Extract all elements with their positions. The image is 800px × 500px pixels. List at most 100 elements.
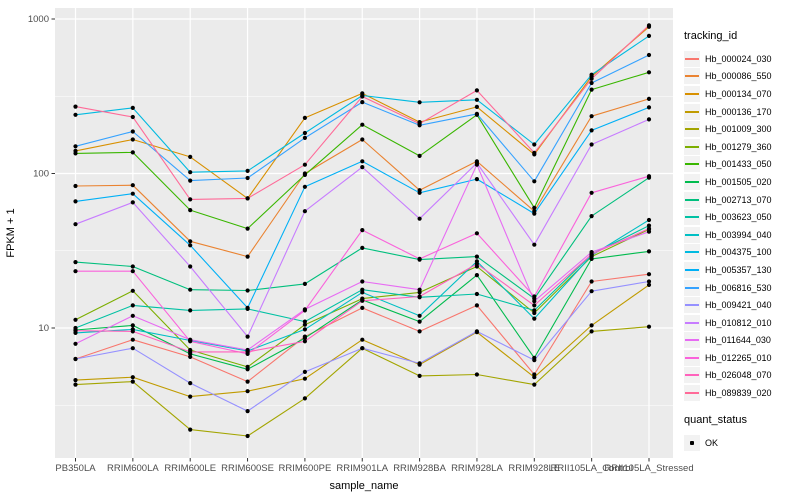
legend-key [684, 50, 700, 67]
data-point [360, 337, 365, 342]
legend-key [684, 138, 700, 155]
legend-item: Hb_001279_360 [684, 138, 798, 156]
legend-item: Hb_089839_020 [684, 384, 798, 402]
data-point [73, 199, 78, 204]
x-tick-label: RRIM928LA [451, 463, 503, 474]
data-point [646, 52, 652, 58]
data-point [474, 88, 479, 93]
legend-key [684, 297, 700, 314]
data-point [646, 174, 652, 179]
data-point [302, 369, 307, 374]
legend-label: Hb_010812_010 [705, 317, 772, 328]
data-point [417, 287, 422, 292]
data-point [245, 409, 250, 414]
data-point [188, 170, 193, 175]
data-point [130, 288, 135, 293]
quant-status-item: OK [684, 434, 798, 452]
data-point [532, 308, 537, 313]
data-point [73, 378, 78, 383]
data-point [646, 117, 652, 122]
data-point [474, 303, 479, 308]
line-swatch-icon [685, 374, 699, 377]
legend-label: Hb_003623_050 [705, 212, 772, 223]
data-point [302, 135, 307, 140]
data-point [474, 291, 479, 297]
legend-title: tracking_id [684, 30, 738, 42]
legend-items: Hb_000024_030 Hb_000086_550 Hb_000134_070 H… [684, 50, 798, 402]
data-point [130, 150, 135, 155]
data-point [188, 354, 193, 359]
legend-item: Hb_010812_010 [684, 314, 798, 332]
data-point [188, 381, 193, 386]
data-point [532, 211, 537, 216]
legend-label: Hb_001433_050 [705, 159, 772, 170]
data-point [130, 114, 135, 120]
data-point [532, 375, 537, 380]
data-point [360, 346, 365, 351]
data-point [73, 317, 78, 322]
data-point [245, 226, 250, 231]
data-point [188, 208, 193, 213]
legend-item: Hb_026048_070 [684, 367, 798, 385]
data-point [130, 337, 135, 342]
legend-key [684, 226, 700, 243]
data-point [417, 216, 422, 221]
data-point [474, 329, 479, 334]
legend-item: Hb_000086_550 [684, 68, 798, 86]
legend: tracking_id Hb_000024_030 Hb_000086_550 Hb… [684, 30, 798, 451]
x-tick-label: RRII105LA_Control [550, 463, 632, 474]
line-swatch-icon [685, 198, 699, 201]
legend-label: Hb_011644_030 [705, 335, 771, 346]
legend-label: Hb_026048_070 [705, 370, 772, 381]
data-point [589, 128, 594, 133]
data-point [302, 336, 307, 341]
data-point [73, 151, 78, 156]
data-point [73, 260, 78, 265]
legend-label: Hb_089839_020 [705, 388, 772, 399]
data-point [589, 72, 594, 77]
data-point [302, 376, 307, 381]
quant-status-key [684, 434, 700, 451]
data-point [302, 319, 307, 324]
data-point [130, 200, 135, 205]
data-point [360, 290, 365, 295]
data-point [73, 269, 78, 274]
data-point [188, 349, 193, 354]
data-point [73, 183, 78, 189]
legend-label: Hb_000024_030 [705, 53, 772, 64]
data-point [302, 339, 307, 344]
legend-key [684, 68, 700, 85]
legend-item: Hb_000136_170 [684, 103, 798, 121]
data-point [302, 162, 307, 167]
data-point [417, 153, 422, 158]
data-point [646, 229, 652, 234]
legend-label: Hb_004375_100 [705, 247, 772, 258]
data-point [360, 245, 365, 250]
data-point [130, 323, 135, 328]
legend-key [684, 121, 700, 138]
legend-key [684, 191, 700, 208]
data-point [417, 319, 422, 324]
legend-item: Hb_006816_530 [684, 279, 798, 297]
data-point [130, 303, 135, 308]
data-point [73, 341, 78, 346]
legend-key [684, 85, 700, 102]
data-point [646, 23, 652, 28]
data-point [245, 367, 250, 372]
data-point [417, 329, 422, 334]
data-point [360, 305, 365, 310]
legend-label: Hb_000086_550 [705, 71, 772, 82]
data-point [532, 358, 537, 363]
data-point [130, 129, 135, 134]
data-point [646, 105, 652, 110]
data-point [245, 305, 250, 310]
data-point [360, 298, 365, 303]
legend-label: Hb_001279_360 [705, 141, 772, 152]
data-point [245, 389, 250, 394]
data-point [417, 313, 422, 318]
data-point [73, 382, 78, 387]
line-swatch-icon [685, 110, 699, 113]
data-point [646, 324, 652, 329]
data-point [188, 264, 193, 269]
